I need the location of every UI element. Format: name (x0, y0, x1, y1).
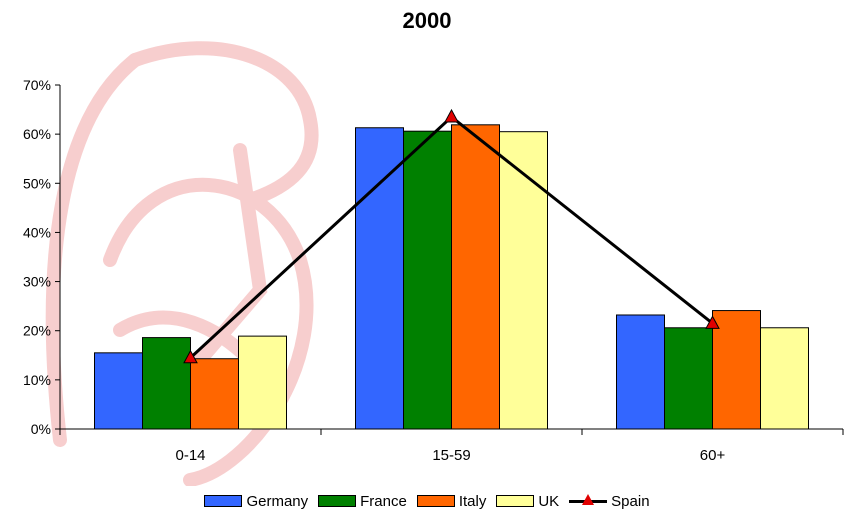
line-series (183, 108, 720, 364)
legend-item-france: France (318, 493, 407, 510)
bar-uk-60+ (760, 327, 809, 430)
marker-spain-15-59 (444, 108, 459, 123)
y-tick-label: 60% (23, 126, 51, 142)
labels: 0% 10% 20% 30% 40% 50% 60% 70% 0-14 15-59 60+ (23, 77, 725, 464)
legend-label: Germany (246, 492, 309, 510)
legend-item-italy: Italy (416, 492, 487, 510)
bar-italy-0-14 (190, 358, 239, 430)
bar-germany-60+ (616, 314, 665, 430)
bar-france-0-14 (142, 337, 191, 430)
y-tick-label: 70% (23, 77, 51, 93)
x-tick-label: 15-59 (432, 447, 470, 464)
bar-uk-0-14 (238, 335, 287, 430)
bar-germany-0-14 (94, 352, 143, 430)
bar-uk-15-59 (499, 131, 548, 430)
bar-france-15-59 (403, 130, 452, 430)
bar-italy-60+ (712, 310, 761, 430)
chart-title: 2000 (402, 8, 452, 33)
x-tick-label: 60+ (700, 447, 726, 464)
marker-spain-60+ (705, 315, 720, 329)
background-watermark (45, 41, 319, 486)
bars (94, 124, 809, 430)
marker-spain-0-14 (183, 349, 198, 364)
y-tick-label: 10% (23, 372, 51, 388)
legend-line-marker (569, 494, 608, 508)
bar-france-60+ (664, 327, 713, 430)
legend-swatch (496, 495, 535, 507)
legend-label: France (360, 492, 407, 510)
legend-swatch (416, 495, 455, 507)
legend-swatch (318, 495, 357, 507)
y-tick-label: 0% (31, 421, 51, 437)
y-tick-label: 40% (23, 224, 51, 240)
y-tick-label: 50% (23, 175, 51, 191)
chart-plot: 0% 10% 20% 30% 40% 50% 60% 70% 0-14 15-59 60+ (23, 41, 844, 486)
legend-label: UK (538, 492, 560, 510)
legend-swatch (204, 495, 243, 507)
y-tick-label: 30% (23, 274, 51, 290)
bar-germany-15-59 (355, 127, 404, 430)
legend-item-spain: Spain (569, 492, 650, 510)
legend-label: Italy (458, 492, 487, 510)
legend-item-uk: UK (496, 493, 559, 510)
y-tick-label: 20% (23, 323, 51, 339)
legend-label: Spain (611, 492, 650, 510)
x-tick-label: 0-14 (175, 447, 205, 464)
legend: Germany France Italy UK Spain (0, 489, 854, 513)
bar-italy-15-59 (451, 124, 500, 430)
legend-item-germany: Germany (204, 493, 308, 510)
